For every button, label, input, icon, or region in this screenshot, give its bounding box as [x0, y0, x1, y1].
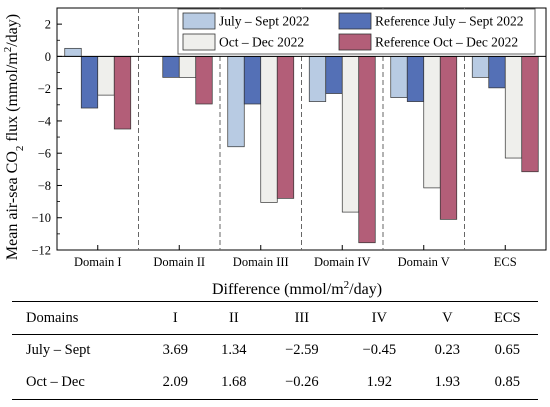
bar [308, 56, 327, 102]
bar [439, 56, 458, 220]
table-cell: 0.65 [494, 341, 520, 358]
difference-table-grid: Domains I II III IV V ECS July – Sept 3.… [12, 301, 538, 400]
bar [97, 56, 115, 96]
bar [260, 56, 278, 203]
bar-series [64, 47, 539, 244]
table-row-label: July – Sept [26, 341, 91, 358]
table-header-cell: IV [340, 301, 419, 335]
y-tick-label: −8 [38, 179, 51, 193]
table-header-row: Domains I II III IV V ECS [12, 301, 538, 335]
legend-label: July – Sept 2022 [219, 14, 309, 29]
table-header-cell: III [263, 301, 341, 335]
table-header-cell: II [204, 301, 264, 335]
table-header-cell: V [418, 301, 477, 335]
table-cell: 2.09 [146, 365, 205, 400]
bar [227, 56, 245, 148]
table-cell: −0.26 [263, 365, 341, 400]
table-title: Difference (mmol/m2/day) [212, 279, 382, 298]
bar [178, 56, 197, 78]
bar [195, 56, 213, 105]
legend-swatch [182, 33, 216, 51]
legend-swatch [338, 33, 372, 51]
x-category-label: Domain I [74, 255, 122, 269]
bar [390, 56, 408, 98]
x-category-label: Domain II [153, 255, 205, 269]
bar [504, 56, 523, 159]
x-category-label: ECS [494, 255, 517, 269]
bar [521, 56, 539, 173]
y-axis-title: Mean air-sea CO2 flux (mmol/m2/day) [2, 14, 26, 260]
bar [423, 56, 441, 189]
y-tick-label: −4 [38, 114, 52, 128]
y-axis-ticks: 2 0 −2 −4 −6 −8 −10 −12 [31, 18, 62, 258]
bar [406, 56, 425, 102]
bar [80, 56, 99, 109]
bar [325, 56, 343, 94]
y-tick-label: −12 [31, 244, 51, 258]
bar [64, 47, 82, 57]
table-row: Oct – Dec 2.09 1.68 −0.26 1.92 1.93 0.85 [12, 365, 538, 400]
bar [471, 56, 490, 78]
table-cell: 3.69 [162, 341, 188, 358]
y-tick-label: 0 [45, 50, 51, 64]
table-cell: 0.23 [434, 341, 460, 358]
bar [162, 56, 180, 78]
y-tick-label: 2 [45, 18, 51, 32]
table-cell: 0.85 [476, 365, 538, 400]
bar [341, 56, 360, 213]
x-category-label: Domain III [233, 255, 289, 269]
bar [113, 56, 132, 130]
bar [488, 56, 506, 89]
bar [358, 56, 376, 244]
legend-label: Reference July – Sept 2022 [375, 14, 523, 29]
y-tick-label: −2 [38, 82, 51, 96]
x-category-label: Domain V [398, 255, 450, 269]
legend-label: Reference Oct – Dec 2022 [375, 35, 518, 50]
table-row-label: Oct – Dec [12, 365, 146, 400]
table-cell: 1.34 [221, 341, 247, 358]
difference-table: Domains I II III IV V ECS July – Sept 3.… [0, 301, 550, 407]
bar [276, 56, 295, 199]
table-cell: 1.93 [418, 365, 477, 400]
table-cell: 1.92 [340, 365, 419, 400]
table-cell: −2.59 [285, 341, 319, 358]
bar-chart: 20−2−4−6−8−10−12 Domain I Domain II Domain… [2, 7, 547, 298]
x-axis-category-labels: Domain I Domain II Domain III Domain IV Doma… [74, 245, 517, 269]
y-tick-label: −6 [38, 147, 51, 161]
table-row: July – Sept 3.69 1.34 −2.59 −0.45 0.23 0… [12, 335, 538, 366]
bar [243, 56, 262, 105]
table-header-cell: I [146, 301, 205, 335]
legend-label: Oct – Dec 2022 [219, 35, 304, 50]
table-cell: 1.68 [204, 365, 264, 400]
legend-swatch [182, 12, 216, 30]
table-cell: −0.45 [362, 341, 397, 358]
legend-swatch [338, 12, 372, 30]
table-header-cell: ECS [476, 301, 538, 335]
table-header-cell: Domains [12, 301, 146, 335]
legend: July – Sept 2022 Reference July – Sept 20… [177, 8, 536, 55]
y-tick-label: −10 [31, 211, 51, 225]
x-category-label: Domain IV [314, 255, 371, 269]
